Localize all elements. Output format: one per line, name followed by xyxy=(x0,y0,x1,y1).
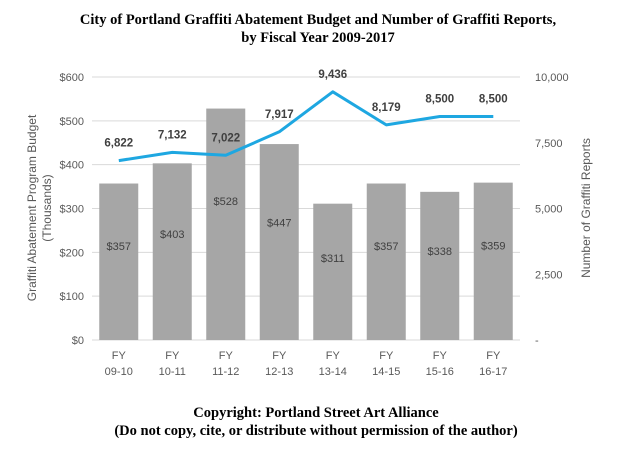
right-tick-label: 2,500 xyxy=(535,269,563,281)
line-series xyxy=(118,90,494,163)
x-tick-label-line1: FY xyxy=(433,350,448,362)
line-value-label: 6,822 xyxy=(104,138,133,150)
reports-line xyxy=(118,90,494,163)
x-axis-labels: FY 09-10 FY 10-11 FY 11-12 FY 12-13 FY 13-14 FY 14-… xyxy=(105,350,508,378)
line-value-label: 8,500 xyxy=(479,93,508,105)
bar xyxy=(259,144,299,340)
left-tick-label: $300 xyxy=(60,204,84,216)
line-value-label: 7,022 xyxy=(211,132,240,144)
right-axis-title: Number of Graffiti Reports xyxy=(579,138,593,278)
chart-title-line1: City of Portland Graffiti Abatement Budg… xyxy=(80,12,557,28)
bar-value-label: $311 xyxy=(321,253,345,265)
x-tick-label-line1: FY xyxy=(486,350,501,362)
line-data-labels: 6,822 7,132 7,022 7,917 9,436 8,179 8,500 8,500 xyxy=(104,69,507,150)
left-tick-label: $600 xyxy=(60,72,84,84)
permission-notice: (Do not copy, cite, or distribute withou… xyxy=(114,423,517,439)
line-value-label: 8,179 xyxy=(372,102,401,114)
bar-data-labels: $357 $403 $528 $447 $311 $357 $338 $359 xyxy=(107,196,506,265)
x-tick-label-line2: 16-17 xyxy=(479,366,507,378)
line-value-label: 7,132 xyxy=(158,129,187,141)
line-value-label: 8,500 xyxy=(425,93,454,105)
bar-value-label: $528 xyxy=(214,196,238,208)
bar-value-label: $357 xyxy=(374,241,398,253)
bar-series xyxy=(99,108,513,340)
x-tick-label-line1: FY xyxy=(219,350,234,362)
line-value-label: 9,436 xyxy=(318,69,347,81)
bar-value-label: $359 xyxy=(481,241,505,253)
bar-value-label: $403 xyxy=(160,229,184,241)
right-tick-label: 7,500 xyxy=(535,138,563,150)
bar xyxy=(206,108,246,340)
left-axis-title-line1: Graffiti Abatement Program Budget xyxy=(25,114,39,301)
bar xyxy=(99,183,139,340)
bar-value-label: $338 xyxy=(428,246,452,258)
x-tick-label-line2: 10-11 xyxy=(159,366,186,378)
right-tick-label: - xyxy=(535,335,539,347)
left-tick-label: $0 xyxy=(72,335,84,347)
left-tick-label: $400 xyxy=(60,160,84,172)
bar-value-label: $447 xyxy=(267,217,291,229)
x-tick-label-line2: 15-16 xyxy=(426,366,454,378)
bar xyxy=(366,183,406,340)
x-tick-label-line1: FY xyxy=(165,350,180,362)
left-tick-label: $200 xyxy=(60,247,84,259)
left-axis-ticks: $0 $100 $200 $300 $400 $500 $600 xyxy=(60,72,84,347)
x-tick-label-line2: 09-10 xyxy=(105,366,133,378)
right-tick-label: 5,000 xyxy=(535,204,563,216)
chart-title-line2: by Fiscal Year 2009-2017 xyxy=(241,30,394,46)
bar xyxy=(313,203,353,340)
bar-value-label: $357 xyxy=(107,241,131,253)
x-tick-label-line1: FY xyxy=(326,350,341,362)
right-tick-label: 10,000 xyxy=(535,72,569,84)
bar xyxy=(152,163,192,340)
x-tick-label-line1: FY xyxy=(272,350,287,362)
x-tick-label-line1: FY xyxy=(112,350,127,362)
left-tick-label: $100 xyxy=(60,291,84,303)
left-axis-title-line2: (Thousands) xyxy=(40,174,54,241)
line-value-label: 7,917 xyxy=(265,109,294,121)
x-tick-label-line2: 13-14 xyxy=(319,366,347,378)
x-tick-label-line2: 14-15 xyxy=(372,366,400,378)
x-tick-label-line1: FY xyxy=(379,350,394,362)
x-tick-label-line2: 11-12 xyxy=(212,366,239,378)
bar xyxy=(420,191,460,340)
copyright-line: Copyright: Portland Street Art Alliance xyxy=(193,405,439,421)
left-tick-label: $500 xyxy=(60,116,84,128)
x-tick-label-line2: 12-13 xyxy=(265,366,293,378)
right-axis-ticks: - 2,500 5,000 7,500 10,000 xyxy=(535,72,569,347)
bar xyxy=(473,182,513,340)
